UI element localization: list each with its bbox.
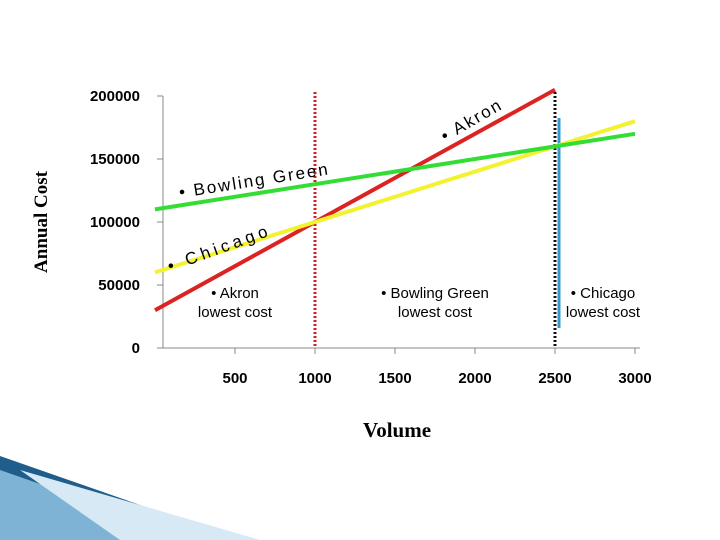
- y-tick-label: 50000: [98, 277, 140, 294]
- annotation-line: lowest cost: [566, 304, 641, 321]
- annotation: • Akron lowest cost: [198, 285, 273, 321]
- y-tick-label: 100000: [90, 214, 140, 231]
- series-line: [154, 131, 636, 212]
- y-tick-label: 150000: [90, 151, 140, 168]
- series-line: [154, 119, 636, 275]
- x-tick-label: 1000: [298, 370, 331, 387]
- x-tick-label: 3000: [618, 370, 651, 387]
- x-tick-label: 500: [222, 370, 247, 387]
- annotation-line: • Chicago: [571, 285, 635, 302]
- y-tick-label: 200000: [90, 88, 140, 105]
- annotation-line: lowest cost: [198, 304, 273, 321]
- x-tick-label: 2000: [458, 370, 491, 387]
- x-tick-label: 1500: [378, 370, 411, 387]
- y-tick-label: 0: [132, 340, 140, 357]
- x-axis-label: Volume: [363, 418, 431, 442]
- x-tick-label: 2500: [538, 370, 571, 387]
- y-axis-label: Annual Cost: [31, 170, 52, 273]
- decor-shape: [20, 470, 260, 540]
- annotation-line: lowest cost: [398, 304, 473, 321]
- series-label: • Chicago: [165, 221, 274, 276]
- annotation: • Chicago lowest cost: [566, 285, 641, 321]
- annotation-line: • Akron: [211, 285, 259, 302]
- annotation-line: • Bowling Green: [381, 285, 489, 302]
- annotation: • Bowling Green lowest cost: [381, 285, 489, 321]
